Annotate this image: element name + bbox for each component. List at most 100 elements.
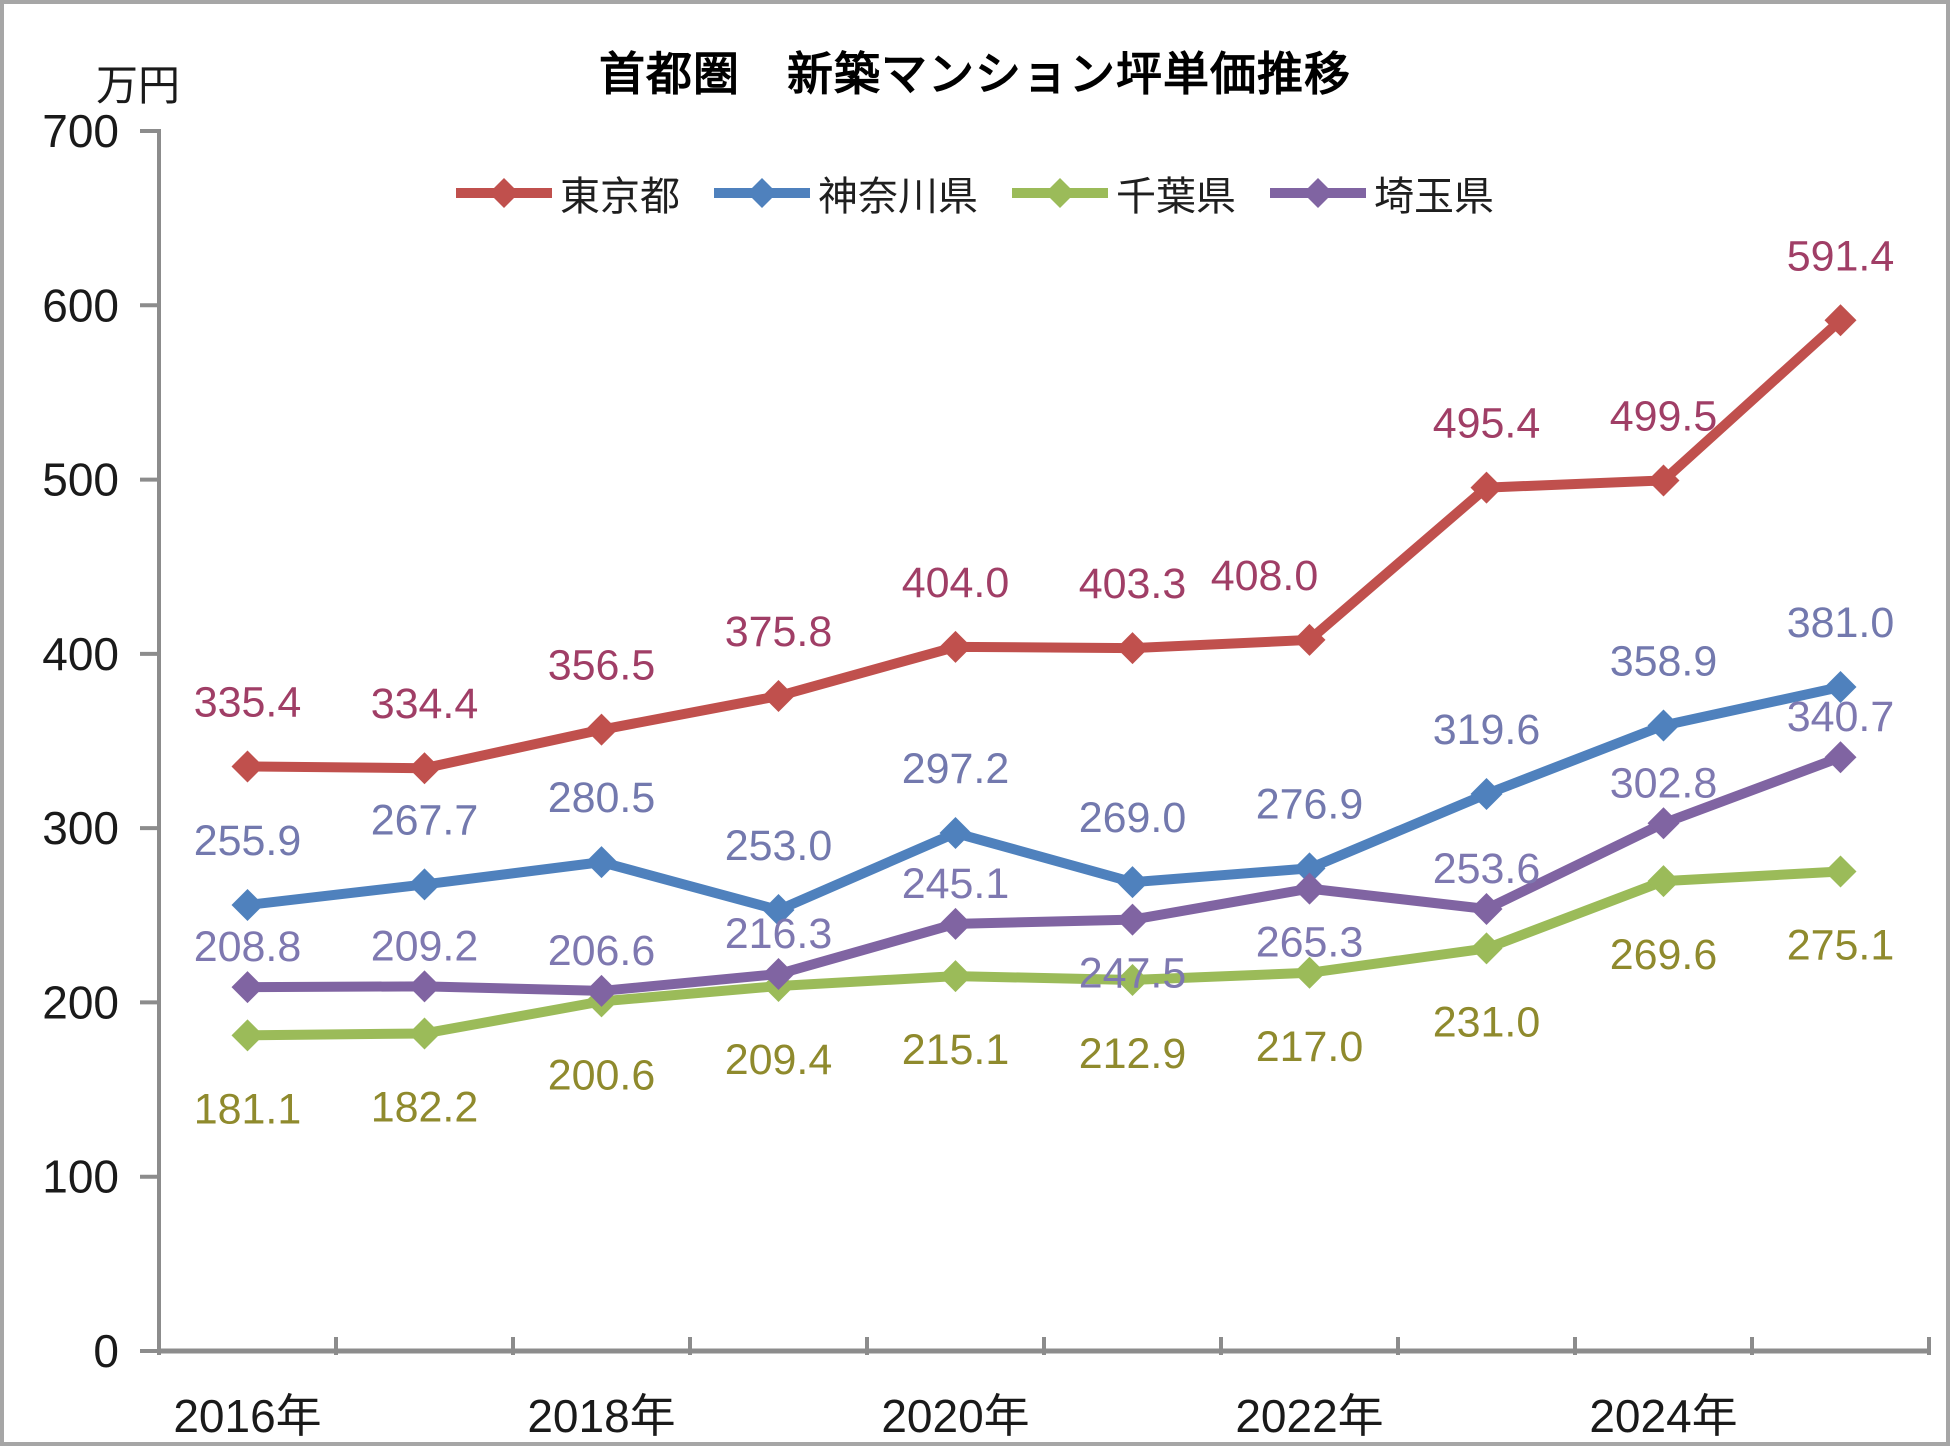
data-label-東京都: 335.4	[194, 678, 302, 726]
marker-埼玉県	[1647, 807, 1680, 840]
legend-swatch-icon	[1012, 178, 1108, 208]
data-label-東京都: 403.3	[1079, 560, 1187, 608]
marker-東京都	[408, 752, 441, 785]
legend-swatch-icon	[714, 178, 810, 208]
data-label-東京都: 404.0	[902, 559, 1010, 607]
data-label-千葉県: 212.9	[1079, 1030, 1187, 1078]
legend-swatch-icon	[1270, 178, 1366, 208]
marker-埼玉県	[1293, 872, 1326, 905]
x-tick-label: 2020年	[881, 1390, 1029, 1442]
data-label-埼玉県: 216.3	[725, 910, 833, 958]
data-label-埼玉県: 245.1	[902, 860, 1010, 908]
marker-千葉県	[1116, 963, 1149, 996]
data-label-神奈川県: 297.2	[902, 745, 1010, 793]
marker-埼玉県	[1824, 741, 1857, 774]
data-label-千葉県: 215.1	[902, 1026, 1010, 1074]
data-label-埼玉県: 265.3	[1256, 919, 1364, 967]
marker-東京都	[231, 750, 264, 783]
marker-神奈川県	[762, 894, 795, 927]
data-label-千葉県: 209.4	[725, 1036, 833, 1084]
y-tick-label: 500	[42, 454, 119, 506]
legend-item-千葉県: 千葉県	[1012, 164, 1236, 222]
data-label-神奈川県: 358.9	[1610, 637, 1718, 685]
y-tick-label: 100	[42, 1151, 119, 1203]
data-label-千葉県: 269.6	[1610, 931, 1718, 979]
marker-埼玉県	[939, 907, 972, 940]
marker-埼玉県	[1116, 903, 1149, 936]
marker-千葉県	[939, 960, 972, 993]
marker-千葉県	[1293, 956, 1326, 989]
marker-東京都	[1116, 632, 1149, 665]
marker-神奈川県	[585, 846, 618, 879]
chart-canvas: 0 100 200 300 400 500 600 700 2016年 2018年 2020年 202…	[42, 105, 1931, 1442]
data-label-埼玉県: 209.2	[371, 922, 479, 970]
marker-埼玉県	[585, 974, 618, 1007]
data-label-神奈川県: 381.0	[1787, 599, 1895, 647]
marker-神奈川県	[1647, 709, 1680, 742]
legend-label: 神奈川県	[818, 175, 978, 219]
legend: 東京都 神奈川県 千葉県 埼玉県	[4, 164, 1946, 222]
data-label-埼玉県: 208.8	[194, 923, 302, 971]
legend-diamond-icon	[489, 178, 519, 208]
marker-東京都	[1824, 304, 1857, 337]
marker-埼玉県	[762, 958, 795, 991]
data-label-埼玉県: 302.8	[1610, 759, 1718, 807]
data-label-埼玉県: 340.7	[1787, 693, 1895, 741]
marker-埼玉県	[408, 970, 441, 1003]
marker-東京都	[1470, 471, 1503, 504]
y-tick-label: 300	[42, 802, 119, 854]
data-label-神奈川県: 267.7	[371, 796, 479, 844]
y-tick-label: 600	[42, 279, 119, 331]
y-tick-label: 200	[42, 976, 119, 1028]
marker-神奈川県	[1293, 852, 1326, 885]
data-label-東京都: 356.5	[548, 642, 656, 690]
data-label-神奈川県: 269.0	[1079, 794, 1187, 842]
data-label-神奈川県: 280.5	[548, 774, 656, 822]
marker-埼玉県	[1470, 893, 1503, 926]
legend-label: 千葉県	[1116, 175, 1236, 219]
marker-東京都	[762, 680, 795, 713]
series-line-東京都	[242, 315, 1846, 774]
legend-label: 東京都	[560, 175, 680, 219]
data-label-埼玉県: 247.5	[1079, 950, 1187, 998]
data-label-神奈川県: 319.6	[1433, 706, 1541, 754]
data-label-東京都: 495.4	[1433, 400, 1541, 448]
marker-千葉県	[1824, 855, 1857, 888]
x-tick-label: 2016年	[173, 1390, 321, 1442]
legend-swatch-icon	[456, 178, 552, 208]
marker-神奈川県	[408, 868, 441, 901]
data-label-東京都: 408.0	[1211, 552, 1319, 600]
data-label-千葉県: 217.0	[1256, 1023, 1364, 1071]
marker-神奈川県	[1824, 670, 1857, 703]
x-tick-label: 2018年	[527, 1390, 675, 1442]
chart-title: 首都圏 新築マンション坪単価推移	[599, 48, 1351, 100]
marker-神奈川県	[231, 889, 264, 922]
marker-東京都	[585, 713, 618, 746]
data-label-埼玉県: 206.6	[548, 927, 656, 975]
marker-神奈川県	[1470, 777, 1503, 810]
series-line-神奈川県	[242, 681, 1846, 916]
data-label-東京都: 591.4	[1787, 232, 1895, 280]
data-label-千葉県: 275.1	[1787, 922, 1895, 970]
y-tick-label: 700	[42, 105, 119, 157]
marker-千葉県	[231, 1019, 264, 1052]
marker-東京都	[1293, 623, 1326, 656]
data-label-東京都: 499.5	[1610, 392, 1718, 440]
marker-千葉県	[408, 1017, 441, 1050]
data-label-東京都: 334.4	[371, 680, 479, 728]
x-tick-label: 2022年	[1235, 1390, 1383, 1442]
marker-千葉県	[1647, 865, 1680, 898]
data-label-千葉県: 181.1	[194, 1085, 302, 1133]
series-line-埼玉県	[242, 752, 1846, 996]
legend-diamond-icon	[1303, 178, 1333, 208]
marker-神奈川県	[939, 817, 972, 850]
legend-item-東京都: 東京都	[456, 164, 680, 222]
data-label-東京都: 375.8	[725, 608, 833, 656]
y-tick-label: 400	[42, 628, 119, 680]
y-axis-unit-label: 万円	[96, 64, 181, 110]
data-label-千葉県: 231.0	[1433, 998, 1541, 1046]
marker-千葉県	[1470, 932, 1503, 965]
marker-埼玉県	[231, 971, 264, 1004]
series-line-千葉県	[242, 866, 1846, 1041]
legend-item-埼玉県: 埼玉県	[1270, 164, 1494, 222]
